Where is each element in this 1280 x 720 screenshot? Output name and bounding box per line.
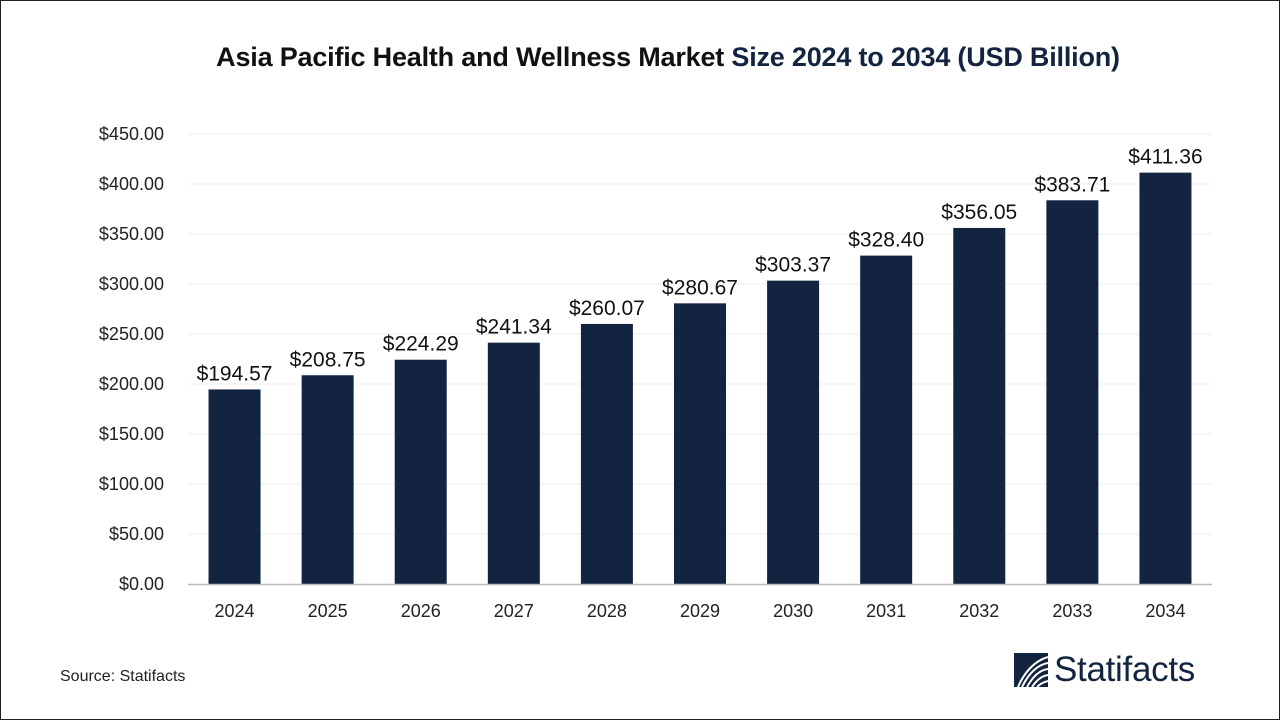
bar-2028 [580,323,633,584]
data-label: $356.05 [941,201,1017,224]
y-tick-label: $0.00 [119,574,164,594]
logo-text: Statifacts [1054,650,1195,689]
x-tick-label: 2032 [959,601,999,621]
data-label: $260.07 [569,297,645,320]
x-tick-label: 2031 [866,601,906,621]
x-tick-label: 2030 [773,601,813,621]
chart-title: Asia Pacific Health and Wellness Market … [0,42,1280,73]
y-tick-label: $50.00 [109,524,164,544]
x-tick-label: 2027 [494,601,534,621]
y-tick-label: $350.00 [99,224,164,244]
bar-2031 [860,255,913,584]
data-label: $224.29 [383,333,459,356]
x-tick-label: 2026 [401,601,441,621]
x-tick-label: 2033 [1052,601,1092,621]
y-tick-label: $100.00 [99,474,164,494]
data-label: $208.75 [290,348,366,371]
x-tick-label: 2024 [215,601,255,621]
x-tick-label: 2028 [587,601,627,621]
source-note: Source: Statifacts [60,668,186,685]
data-label: $241.34 [476,316,552,339]
y-tick-label: $200.00 [99,374,164,394]
statifacts-wave-logo-icon [1014,653,1048,687]
data-label: $411.36 [1128,146,1202,169]
chart-title-part1: Asia Pacific Health and Wellness Market [216,42,725,72]
bar-2033 [1046,200,1099,585]
bar-2024 [208,389,261,584]
data-label: $303.37 [755,254,831,277]
data-label: $328.40 [848,229,924,252]
y-tick-label: $300.00 [99,274,164,294]
data-label: $280.67 [662,276,738,299]
data-label: $194.57 [197,362,273,385]
bar-2026 [394,359,447,584]
bar-2027 [487,342,540,584]
statifacts-logo: Statifacts [1014,650,1195,689]
bar-2029 [674,303,726,584]
bar-2032 [953,227,1006,584]
chart-title-part2: Size 2024 to 2034 (USD Billion) [731,42,1120,72]
bar-2025 [301,375,354,584]
x-tick-label: 2025 [308,601,348,621]
y-tick-label: $150.00 [99,424,164,444]
y-tick-label: $250.00 [99,324,164,344]
x-tick-label: 2034 [1145,601,1185,621]
x-tick-label: 2029 [680,601,720,621]
data-label: $383.71 [1034,173,1110,196]
bar-2030 [767,280,820,584]
bar-2034 [1139,172,1192,584]
y-tick-label: $400.00 [99,174,164,194]
y-tick-label: $450.00 [99,124,164,144]
